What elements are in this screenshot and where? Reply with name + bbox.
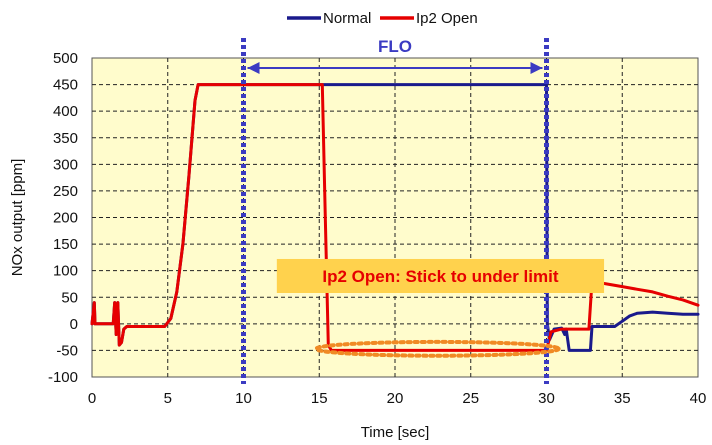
y-tick-label: -100 (48, 369, 78, 386)
y-tick-label: -50 (56, 342, 78, 359)
y-tick-labels: -100 -50 0 50 100 150 200 250 300 350 400 450 500 (48, 50, 78, 386)
y-tick-label: 0 (70, 316, 78, 333)
stick-limit-ellipse (314, 339, 561, 358)
y-tick-label: 150 (53, 236, 78, 253)
y-tick-label: 400 (53, 103, 78, 120)
flo-label: FLO (378, 37, 412, 56)
x-tick-labels: 0 5 10 15 20 25 30 35 40 (88, 390, 707, 407)
y-tick-label: 450 (53, 77, 78, 94)
y-tick-label: 300 (53, 156, 78, 173)
legend-label-ip2-open: Ip2 Open (416, 10, 478, 27)
y-tick-label: 200 (53, 210, 78, 227)
series-lines (90, 83, 700, 352)
y-tick-label: 50 (61, 289, 78, 306)
x-tick-label: 15 (311, 390, 328, 407)
x-tick-label: 10 (235, 390, 252, 407)
y-axis-label: NOx output [ppm] (9, 159, 26, 277)
legend-label-normal: Normal (323, 10, 371, 27)
series-line-ip2-open (90, 83, 700, 352)
x-tick-label: 30 (538, 390, 555, 407)
x-tick-label: 0 (88, 390, 96, 407)
legend: Normal Ip2 Open (287, 10, 478, 27)
flo-annotation: FLO (241, 37, 549, 384)
x-axis-label: Time [sec] (361, 424, 430, 441)
y-tick-label: 250 (53, 183, 78, 200)
x-tick-label: 25 (462, 390, 479, 407)
x-tick-label: 20 (387, 390, 404, 407)
x-tick-label: 5 (164, 390, 172, 407)
callout-annotation: Ip2 Open: Stick to under limit (276, 258, 605, 358)
x-tick-label: 35 (614, 390, 631, 407)
y-tick-label: 100 (53, 263, 78, 280)
callout-text: Ip2 Open: Stick to under limit (322, 267, 558, 286)
y-tick-label: 350 (53, 130, 78, 147)
y-tick-label: 500 (53, 50, 78, 67)
x-tick-label: 40 (690, 390, 707, 407)
callout-box (276, 258, 605, 293)
